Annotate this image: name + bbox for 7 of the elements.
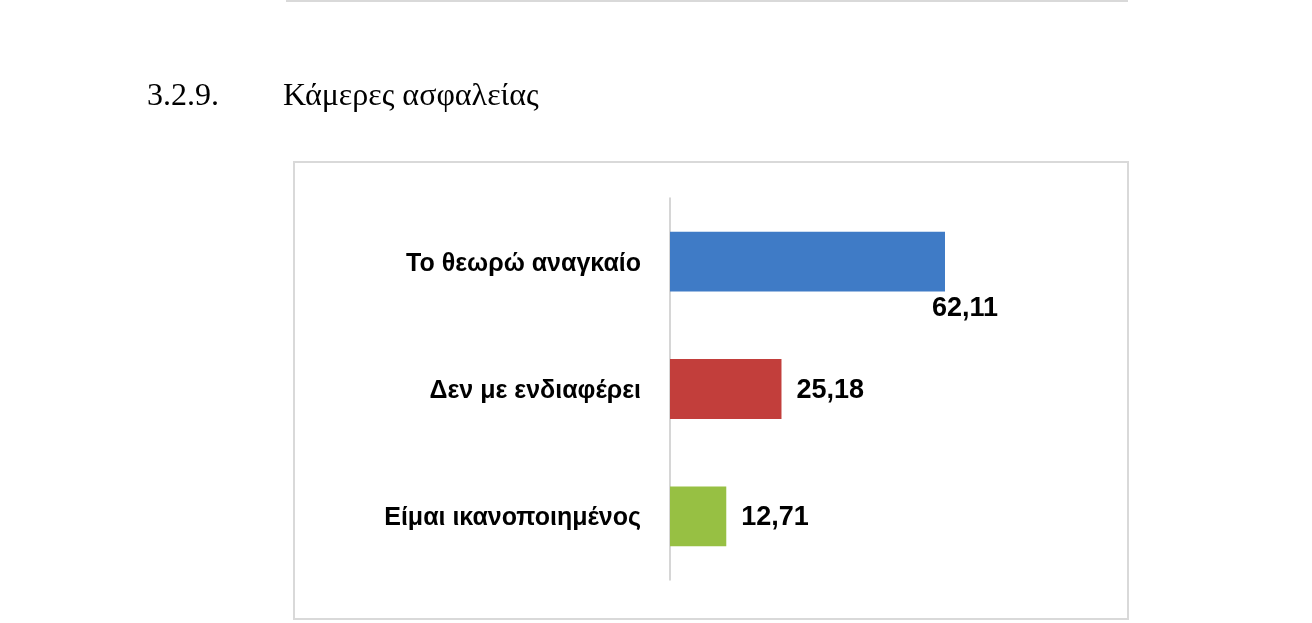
data-label: 62,11 — [932, 291, 999, 322]
data-label: 25,18 — [796, 374, 865, 404]
data-label: 12,71 — [741, 501, 809, 532]
y-tick-label: Δεν με ενδιαφέρει — [429, 375, 642, 403]
y-tick-label: Το θεωρώ αναγκαίο — [406, 247, 641, 276]
chart-title: 3.2.9. Κάμερες ασφαλείας — [147, 76, 539, 112]
y-tick-label: Είμαι ικανοποιημένος — [384, 502, 641, 532]
